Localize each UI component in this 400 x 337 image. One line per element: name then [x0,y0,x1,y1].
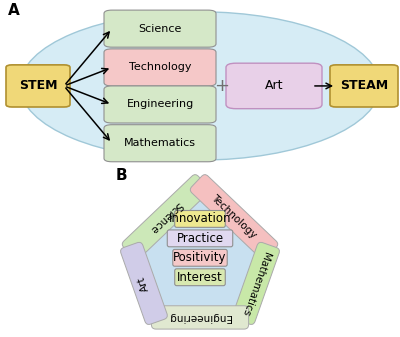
FancyBboxPatch shape [190,175,278,259]
FancyBboxPatch shape [175,269,225,286]
Text: Mathematics: Mathematics [124,138,196,148]
Text: Engineering: Engineering [126,99,194,110]
FancyBboxPatch shape [104,125,216,162]
Text: Innovation: Innovation [169,212,231,225]
Text: B: B [116,168,127,183]
FancyBboxPatch shape [104,10,216,47]
Text: +: + [214,77,230,95]
Text: Technology: Technology [129,62,191,72]
Text: Art: Art [137,274,151,293]
FancyBboxPatch shape [226,63,322,109]
FancyBboxPatch shape [151,306,249,329]
Text: Science: Science [138,24,182,34]
FancyBboxPatch shape [120,242,167,325]
Text: Art: Art [265,80,283,92]
FancyBboxPatch shape [104,86,216,123]
FancyBboxPatch shape [6,65,70,107]
Text: STEAM: STEAM [340,80,388,92]
Text: Technology: Technology [210,193,259,241]
Polygon shape [144,197,256,306]
Text: Mathematics: Mathematics [240,250,272,317]
Ellipse shape [20,12,380,160]
Text: Practice: Practice [176,232,224,245]
FancyBboxPatch shape [104,49,216,86]
Text: A: A [8,3,20,19]
FancyBboxPatch shape [122,175,210,259]
Text: Positivity: Positivity [173,251,227,264]
Text: STEM: STEM [19,80,57,92]
FancyBboxPatch shape [330,65,398,107]
Text: Interest: Interest [177,271,223,284]
FancyBboxPatch shape [173,249,227,266]
FancyBboxPatch shape [167,230,233,247]
Text: Science: Science [148,200,184,235]
Text: Engineering: Engineering [169,312,231,323]
FancyBboxPatch shape [175,211,225,227]
FancyBboxPatch shape [233,242,280,325]
